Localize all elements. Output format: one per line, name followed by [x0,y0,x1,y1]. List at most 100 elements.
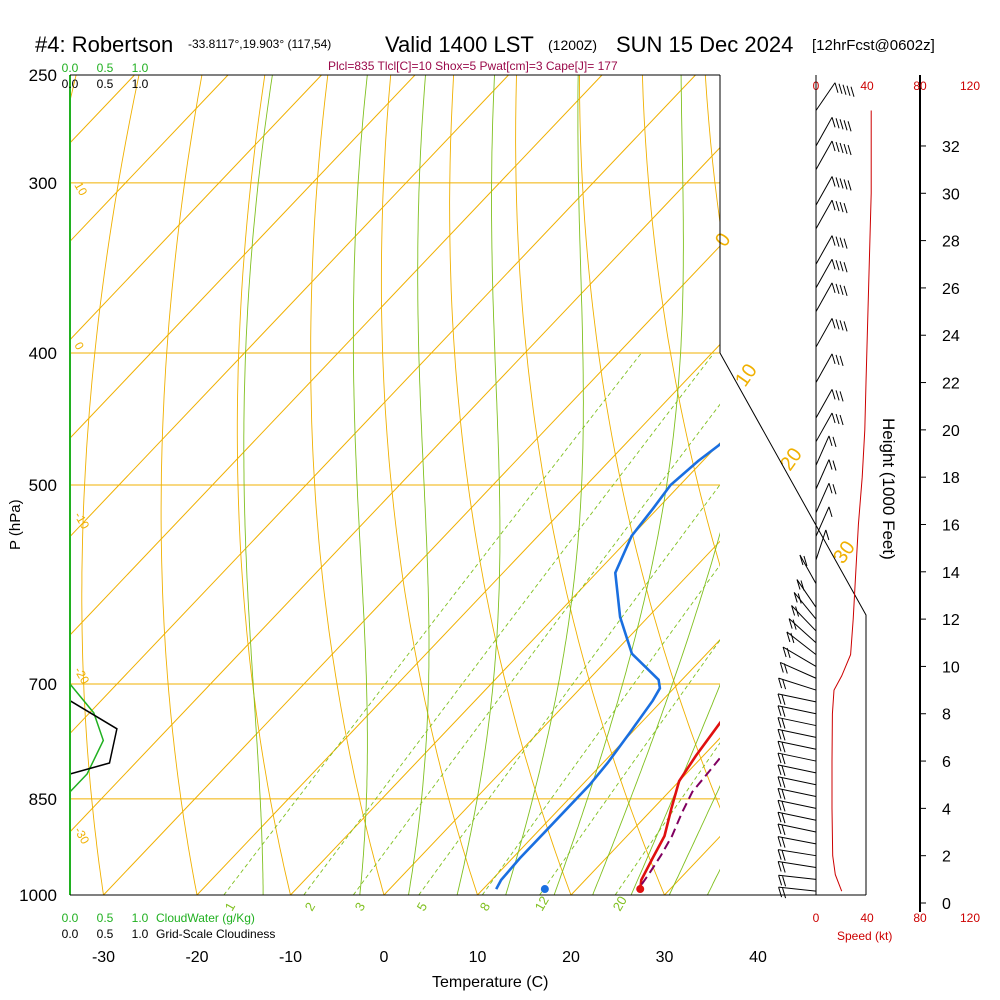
wind-barb [777,717,817,727]
wind-barb-flag [832,484,837,495]
wind-barb-flag [843,202,848,214]
wind-barb-flag [781,824,786,836]
wind-barb [777,693,817,703]
wind-barb-flag [835,354,840,366]
wind-barb [793,592,817,620]
wind-barb-flag [839,414,844,426]
speed-axis-label: Speed (kt) [837,929,892,943]
dry-adiabat [310,75,385,895]
wind-barb [791,605,817,632]
moist-adiabat [243,75,273,895]
wind-speed-trace [831,110,872,892]
theta-label: 0 [711,229,735,251]
wind-barb-flag [792,619,797,630]
wind-barb-flag [838,83,843,94]
wind-barb-flag [791,605,796,616]
isotherm-line [70,75,603,636]
wind-barb [778,886,817,892]
height-axis-label: Height (1000 Feet) [879,418,898,560]
dry-adiabat [641,75,720,568]
mixing-ratio-label: 12 [532,893,552,913]
wind-barb-flag [832,460,837,471]
wind-barb-flag [781,789,786,800]
dewpoint-trace [495,442,720,890]
wind-barb-flag [843,179,848,190]
wind-barb-flag [782,646,787,658]
theta-label: -20 [71,665,92,687]
wind-barb-flag [835,118,840,129]
speed-tick-top: 40 [860,79,874,93]
mixing-ratio-line [614,742,720,895]
wind-barb [777,740,817,750]
wind-barb [815,199,833,230]
wind-barb-flag [843,262,848,273]
height-tick-label: 4 [942,801,951,818]
wind-barb-flag [834,82,839,93]
wind-barb-flag [777,776,782,787]
pressure-tick-label: 1000 [19,886,57,905]
height-tick-label: 16 [942,517,960,534]
wind-barb [815,282,833,312]
isotherm-line [70,146,720,833]
wind-barb-flag [782,876,787,887]
wind-barb-flag [828,483,833,494]
cloud-panel: 0.0 0.0 0.5 0.5 1.0 1.0 0.0 0.0 0.5 0.5 1.0 1.0 [62,61,149,941]
cloudiness-label: Grid-Scale Cloudiness [156,927,275,941]
wind-barb-flag [835,413,840,425]
wind-barb-flag [839,201,844,213]
wind-barb [777,705,817,715]
cloud-water-trace [69,683,105,793]
wind-barb-flag [783,663,788,674]
pressure-tick-label: 700 [29,675,57,694]
wind-barb-flag [781,718,786,729]
utc-time: (1200Z) [548,37,597,53]
wind-barb-flag [788,618,793,629]
wind-barb [815,435,830,466]
wind-barb-flag [777,788,782,799]
wind-barb-flag [843,238,848,249]
wind-barb-flag [839,391,844,402]
wind-barb-flag [846,85,851,96]
wind-barb-flag [835,236,840,247]
dry-adiabat [891,51,1000,924]
frame-right-slant [719,352,867,895]
pressure-tick-label: 300 [29,174,57,193]
cloud-tick-top-green: 0.0 [62,61,79,75]
height-tick-label: 32 [942,139,960,156]
wind-barb [815,529,827,561]
dry-adiabat [953,51,1000,924]
wind-barb-flag [839,119,844,130]
isotherm-line [290,442,720,895]
wind-barb [815,259,833,289]
speed-tick-bottom: 80 [913,911,927,925]
wind-barb-flag [843,321,848,332]
mixing-ratio-line [352,403,720,895]
wind-barb-flag [831,389,836,400]
wind-barb-flag [839,178,844,189]
wind-barb-flag [778,677,783,689]
isotherm-line [70,75,696,735]
wind-barb-flag [835,283,840,295]
wind-barb-flag [777,717,782,728]
mixing-ratio-line [223,352,642,895]
wind-barb-flag [831,259,836,270]
theta-label: 20 [776,444,807,475]
wind-barb-flag [786,631,791,643]
surface-temperature-point [636,885,645,894]
wind-barb [815,412,833,442]
wind-barb [777,811,817,821]
wind-barb-flag [835,260,840,271]
wind-barb-flag [781,765,786,777]
moist-adiabat [505,75,584,895]
speed-tick-bottom: 120 [960,911,980,925]
moist-adiabat [668,785,720,895]
height-tick-label: 24 [942,328,960,345]
dry-adiabat [81,75,140,895]
wind-barb-flag [835,141,840,153]
isotherm-line [196,343,720,895]
cloudiness-trace [69,700,118,775]
moist-adiabat [630,683,720,895]
wind-barb-flag [781,730,786,741]
